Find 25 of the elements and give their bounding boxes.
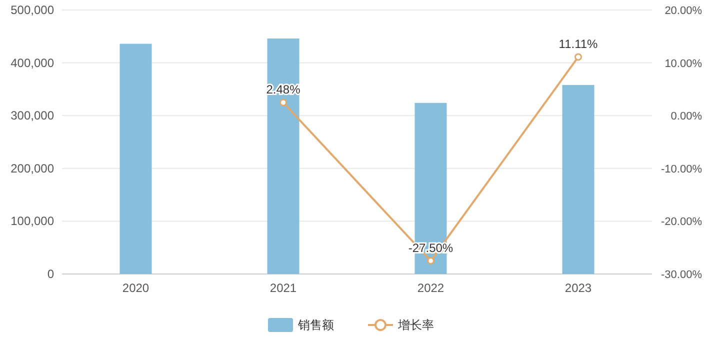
y-tick-label: 400,000	[10, 56, 54, 70]
y-tick-label: 300,000	[10, 108, 54, 123]
legend-label: 销售额	[297, 318, 334, 332]
y-tick-label: 100,000	[10, 214, 54, 228]
y-tick-label: 200,000	[10, 161, 54, 176]
y-tick-label: 500,000	[10, 3, 54, 17]
point	[574, 53, 582, 61]
x-tick-label: 2021	[270, 281, 297, 295]
bar	[267, 38, 300, 274]
y-tick-label: 0	[47, 267, 54, 281]
legend-label: 增长率	[397, 318, 434, 332]
y2-tick-label: 20.00%	[664, 5, 702, 17]
bar	[120, 44, 152, 274]
point	[280, 98, 287, 106]
x-tick-label: 2020	[122, 281, 150, 295]
point	[427, 257, 434, 265]
y2-tick-label: 0.00%	[670, 110, 702, 123]
bar	[562, 84, 594, 274]
data-label: 11.11%	[558, 36, 598, 51]
y2-tick-label: 10.00%	[664, 58, 702, 70]
y2-tick-label: -30.00%	[661, 269, 702, 281]
y2-tick-label: -20.00%	[661, 216, 702, 228]
y2-tick-label: -10.00%	[661, 163, 702, 176]
x-tick-label: 2023	[564, 281, 592, 295]
x-tick-label: 2022	[417, 281, 444, 295]
